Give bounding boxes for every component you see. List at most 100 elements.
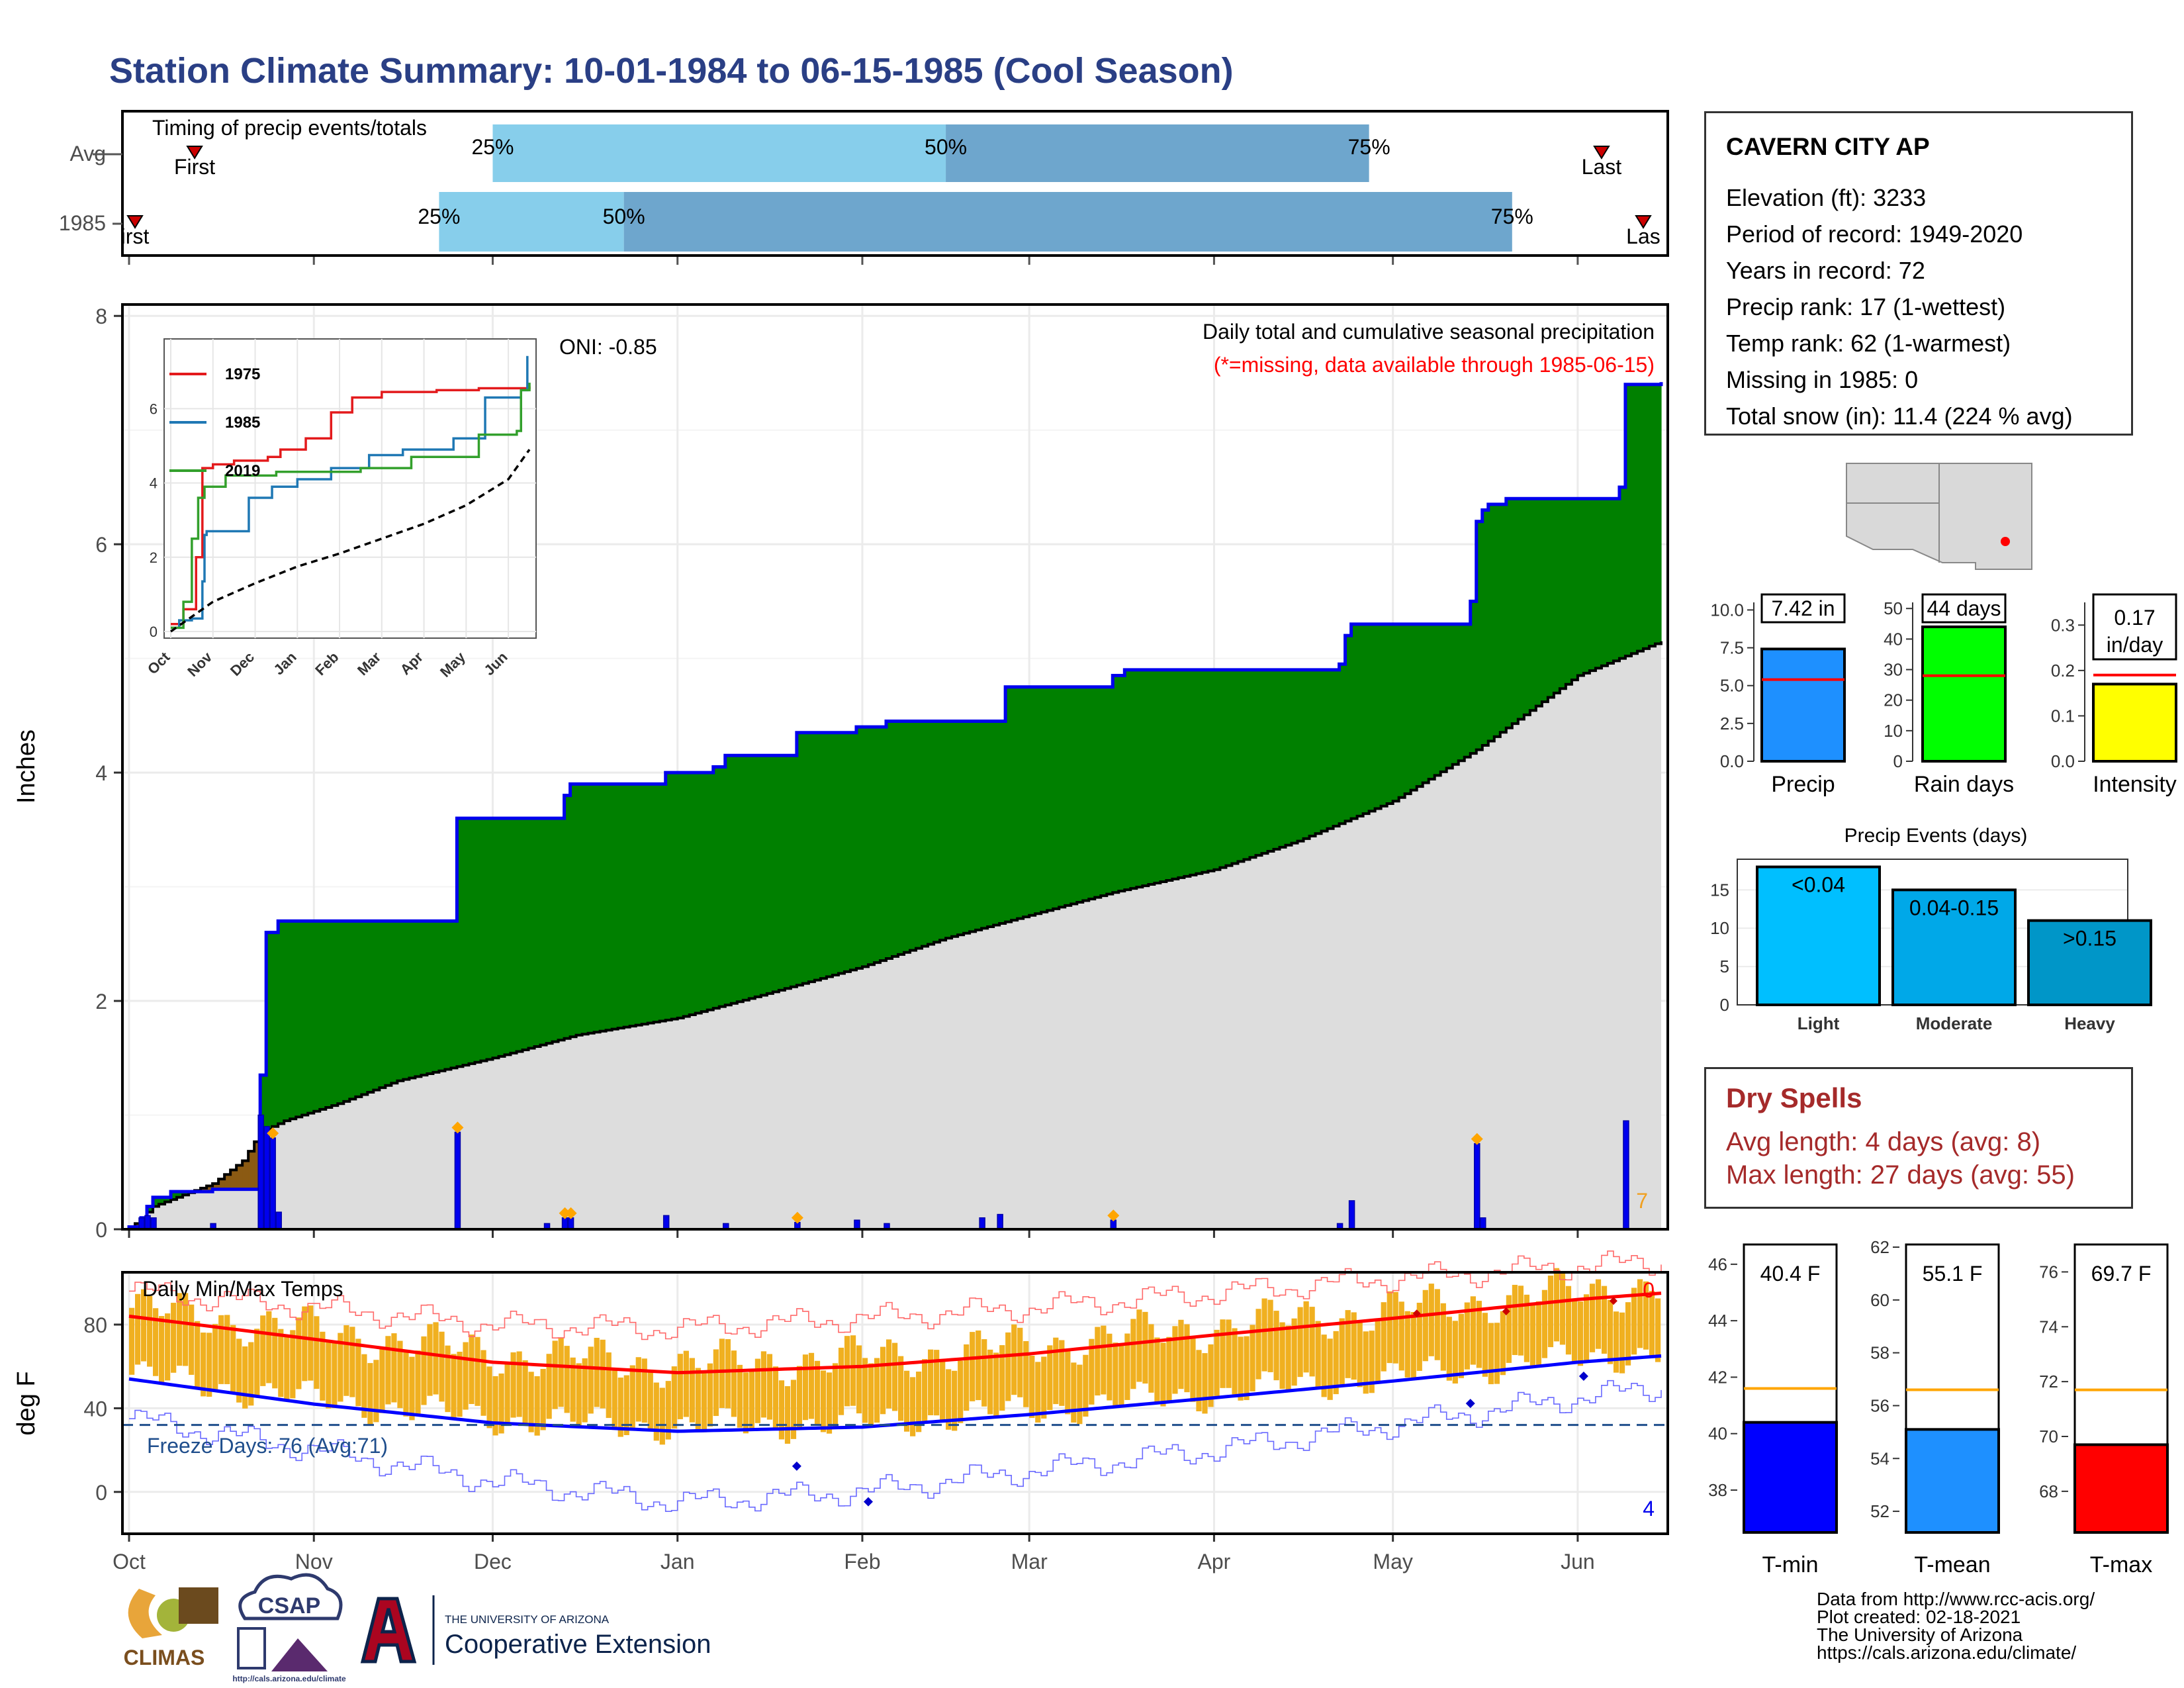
- daily-temp-bar: [510, 1352, 516, 1418]
- above-avg-area: [641, 784, 649, 1025]
- above-avg-area: [1291, 669, 1298, 843]
- above-avg-area: [999, 721, 1006, 924]
- daily-temp-bar: [910, 1377, 916, 1436]
- daily-temp-bar: [1089, 1338, 1095, 1405]
- daily-temp-bar: [1631, 1288, 1637, 1355]
- inset-y-tick-label: 0: [150, 624, 158, 640]
- daily-temp-bar: [248, 1342, 254, 1406]
- above-avg-area: [1631, 384, 1638, 654]
- daily-temp-bar: [1494, 1323, 1500, 1384]
- daily-temp-bar: [1232, 1328, 1238, 1395]
- temp-bar-value-label: 69.7 F: [2091, 1262, 2152, 1286]
- above-avg-area: [1011, 686, 1018, 921]
- daily-temp-bar: [1345, 1310, 1351, 1378]
- smallbar-y-tick-label: 10: [1884, 721, 1903, 741]
- daily-precip-bar: [138, 1217, 145, 1230]
- temp-bar-t-max: [2073, 1443, 2169, 1534]
- daily-temp-bar: [1017, 1327, 1023, 1397]
- state-map: [1843, 463, 2035, 579]
- daily-temp-bar: [796, 1366, 803, 1429]
- daily-temp-bar: [934, 1350, 940, 1416]
- above-avg-area: [1494, 504, 1501, 737]
- temp-bar-value-label: 40.4 F: [1760, 1262, 1821, 1286]
- daily-temp-bar: [976, 1330, 981, 1401]
- daily-temp-bar: [808, 1352, 815, 1419]
- above-avg-area: [635, 784, 643, 1025]
- daily-temp-bar: [475, 1336, 480, 1406]
- daily-temp-bar: [958, 1360, 964, 1423]
- csap-logo: CSAP http://cals.arizona.edu/climate: [232, 1573, 346, 1683]
- daily-temp-bar: [1238, 1336, 1244, 1401]
- below-avg-area: [236, 1165, 243, 1190]
- daily-temp-bar: [254, 1329, 260, 1396]
- daily-temp-bar: [850, 1335, 856, 1406]
- below-avg-area: [230, 1170, 237, 1190]
- precip-event-category-label: Heavy: [2064, 1013, 2115, 1033]
- snow-marker: [559, 1207, 571, 1219]
- daily-temp-bar: [206, 1333, 212, 1397]
- smallbar-y-tick-label: 2.5: [1720, 714, 1744, 733]
- above-avg-area: [1261, 669, 1269, 854]
- summary-bar-category-label: Rain days: [1914, 772, 2014, 797]
- daily-temp-bar: [1130, 1319, 1136, 1389]
- daily-temp-bar: [617, 1378, 623, 1437]
- daily-temp-bar: [421, 1336, 427, 1405]
- daily-temp-bar: [1357, 1322, 1363, 1387]
- daily-temp-bar: [737, 1364, 743, 1428]
- snow-marker: [1107, 1209, 1120, 1222]
- above-avg-area: [397, 921, 404, 1081]
- above-avg-area: [934, 721, 940, 943]
- above-avg-area: [891, 721, 899, 957]
- daily-temp-bar: [183, 1293, 189, 1366]
- daily-temp-bar: [1190, 1337, 1196, 1402]
- daily-temp-bar: [749, 1369, 755, 1431]
- daily-temp-bar: [1333, 1331, 1339, 1395]
- daily-temp-bar: [1547, 1275, 1554, 1348]
- temp-y-tick-label: 0: [95, 1481, 107, 1505]
- ua-small-text: THE UNIVERSITY OF ARIZONA: [445, 1613, 610, 1626]
- above-avg-area: [1077, 686, 1083, 902]
- daily-temp-bar: [1339, 1318, 1345, 1385]
- above-avg-area: [1655, 384, 1662, 644]
- above-avg-area: [856, 727, 863, 968]
- above-avg-area: [433, 921, 440, 1072]
- daily-temp-bar: [439, 1331, 445, 1402]
- above-avg-area: [832, 732, 839, 976]
- above-avg-area: [284, 921, 291, 1121]
- daily-temp-bar: [1041, 1356, 1047, 1419]
- above-avg-area: [731, 755, 738, 1004]
- daily-temp-bar: [576, 1363, 582, 1427]
- tempbar-y-tick-label: 40: [1708, 1424, 1727, 1444]
- daily-temp-bar: [981, 1339, 987, 1407]
- daily-precip-bar: [561, 1217, 569, 1230]
- daily-temp-bar: [891, 1342, 898, 1411]
- daily-temp-bar: [820, 1370, 827, 1432]
- temp-bar-t-mean: [1905, 1428, 2000, 1534]
- daily-temp-bar: [1154, 1337, 1160, 1403]
- above-avg-area: [1535, 498, 1543, 706]
- above-avg-area: [1476, 521, 1483, 750]
- summary-bar-intensity: [2092, 682, 2177, 763]
- inset-line-1985: [171, 355, 529, 630]
- above-avg-area: [415, 921, 422, 1077]
- above-avg-area: [1541, 498, 1549, 702]
- climas-logo: CLIMAS: [124, 1587, 218, 1669]
- above-avg-area: [1625, 384, 1632, 656]
- above-avg-area: [766, 755, 774, 994]
- above-avg-area: [958, 721, 964, 935]
- daily-temp-bar: [1571, 1298, 1578, 1364]
- above-avg-area: [1428, 624, 1435, 779]
- summary-bar-value-label: 7.42 in: [1771, 596, 1835, 620]
- precip-y-tick-label: 0: [95, 1218, 107, 1242]
- daily-temp-bar: [451, 1354, 457, 1419]
- daily-temp-bar: [1035, 1362, 1041, 1423]
- station-elevation: Elevation (ft): 3233: [1726, 184, 1927, 211]
- dry-spells-avg: Avg length: 4 days (avg: 8): [1726, 1127, 2041, 1156]
- inset-legend-label-1975: 1975: [225, 365, 260, 383]
- daily-temp-bar: [469, 1335, 475, 1405]
- daily-temp-bar: [832, 1363, 839, 1427]
- above-avg-area: [850, 732, 857, 970]
- daily-temp-bar: [754, 1358, 761, 1423]
- above-avg-area: [964, 721, 970, 933]
- daily-temp-bar: [349, 1327, 355, 1397]
